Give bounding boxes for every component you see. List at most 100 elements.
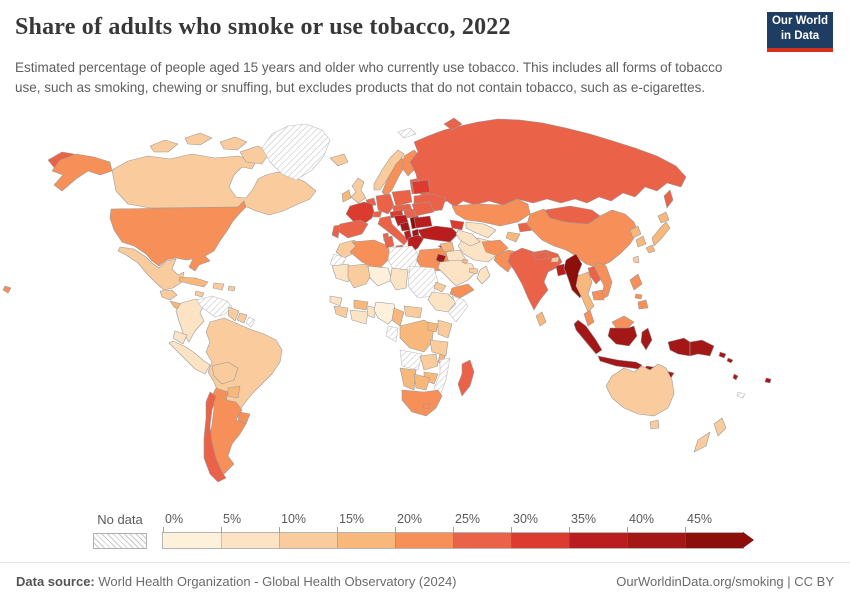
country-mexico[interactable] [117, 246, 185, 291]
country-usa-alaska[interactable] [51, 153, 113, 192]
country-chad[interactable] [389, 267, 409, 291]
country-iceland[interactable] [329, 153, 349, 167]
country-australia-tasmania[interactable] [649, 419, 660, 430]
country-chile[interactable] [203, 391, 227, 483]
country-united-kingdom[interactable] [350, 177, 367, 204]
country-indonesia-java[interactable] [597, 355, 643, 370]
country-indonesia-sulawesi[interactable] [640, 327, 653, 351]
legend-segment-30-35[interactable] [511, 533, 569, 548]
country-japan-kyushu[interactable] [645, 244, 656, 254]
country-burkina-faso[interactable] [353, 299, 369, 311]
country-afghanistan[interactable] [481, 239, 509, 257]
country-puerto-rico[interactable] [227, 285, 236, 292]
legend-segment-45+[interactable] [685, 533, 743, 548]
country-north-korea[interactable] [629, 225, 642, 239]
country-turkey[interactable] [417, 225, 459, 243]
country-tanzania[interactable] [429, 339, 449, 357]
legend-segment-35-40[interactable] [569, 533, 627, 548]
country-bhutan[interactable] [550, 256, 560, 263]
country-philippines-luzon[interactable] [629, 273, 643, 291]
country-solomon-islands[interactable] [718, 351, 727, 359]
country-dr-congo[interactable] [399, 319, 435, 353]
country-turkmenistan[interactable] [455, 229, 481, 247]
country-caucasus[interactable] [449, 219, 465, 231]
country-nepal[interactable] [531, 251, 551, 261]
country-new-zealand-north[interactable] [713, 417, 727, 437]
country-bolivia[interactable] [211, 361, 239, 385]
legend-segment-5-10[interactable] [221, 533, 279, 548]
country-papua-new-guinea[interactable] [689, 339, 715, 357]
country-tunisia[interactable] [383, 235, 395, 249]
country-switzerland[interactable] [372, 210, 383, 218]
country-svalbard[interactable] [397, 127, 417, 139]
country-senegal[interactable] [329, 295, 343, 307]
country-australia[interactable] [605, 363, 675, 417]
country-nigeria[interactable] [373, 301, 397, 325]
country-canada[interactable] [111, 153, 317, 216]
country-saudi-arabia[interactable] [437, 259, 477, 287]
country-car[interactable] [403, 305, 423, 319]
legend-segment-10-15[interactable] [279, 533, 337, 548]
legend-segment-0-5[interactable] [163, 533, 221, 548]
country-new-zealand-south[interactable] [693, 431, 711, 453]
country-new-caledonia[interactable] [736, 391, 746, 399]
country-spain[interactable] [335, 219, 369, 239]
country-peru[interactable] [168, 340, 211, 375]
country-jamaica[interactable] [194, 290, 205, 298]
country-indonesia-kalimantan[interactable] [607, 325, 638, 347]
country-qatar-uae[interactable] [468, 267, 479, 275]
country-malaysia-peninsula[interactable] [583, 309, 595, 327]
country-brazil[interactable] [205, 317, 283, 413]
country-bosnia[interactable] [399, 221, 411, 232]
country-germany[interactable] [375, 193, 395, 215]
country-canada-arctic2[interactable] [184, 132, 213, 146]
country-namibia[interactable] [399, 367, 417, 391]
country-greenland[interactable] [261, 123, 331, 181]
country-botswana[interactable] [413, 373, 431, 391]
country-japan-honshu[interactable] [651, 221, 671, 247]
country-madagascar[interactable] [457, 359, 475, 397]
country-fiji[interactable] [764, 377, 772, 384]
country-somalia[interactable] [447, 295, 469, 323]
country-taiwan[interactable] [632, 255, 640, 264]
country-tajikistan[interactable] [505, 231, 521, 243]
country-paraguay[interactable] [227, 385, 241, 399]
country-thailand[interactable] [575, 271, 595, 313]
country-canada-baffin[interactable] [239, 145, 271, 165]
country-niger[interactable] [367, 265, 393, 287]
country-solomon-islands2[interactable] [726, 357, 734, 364]
legend-segment-15-20[interactable] [337, 533, 395, 548]
country-cuba[interactable] [178, 276, 209, 288]
country-belarus[interactable] [411, 179, 431, 195]
country-bangladesh[interactable] [555, 263, 567, 277]
country-kenya[interactable] [437, 319, 453, 339]
country-russia[interactable] [409, 118, 687, 208]
country-guinea[interactable] [333, 305, 349, 319]
country-japan-hokkaido[interactable] [657, 211, 670, 224]
country-eritrea[interactable] [433, 281, 447, 293]
legend-no-data[interactable]: No data [93, 513, 147, 549]
country-south-africa[interactable] [401, 389, 443, 417]
country-uzbekistan[interactable] [465, 221, 497, 239]
country-poland[interactable] [391, 189, 413, 207]
country-romania[interactable] [411, 201, 435, 217]
country-uganda[interactable] [427, 321, 439, 333]
country-vanuatu[interactable] [732, 373, 739, 381]
country-angola[interactable] [399, 349, 423, 371]
owid-link[interactable]: OurWorldinData.org/smoking | CC BY [616, 574, 834, 589]
country-yemen[interactable] [449, 283, 475, 299]
country-sri-lanka[interactable] [535, 311, 547, 327]
country-philippines-visayas[interactable] [634, 293, 643, 300]
country-syria[interactable] [439, 241, 455, 253]
legend-segment-25-30[interactable] [453, 533, 511, 548]
country-venezuela[interactable] [196, 295, 233, 318]
country-portugal[interactable] [331, 224, 341, 239]
country-french-guiana[interactable] [245, 316, 256, 328]
country-kazakhstan[interactable] [451, 198, 531, 227]
country-bulgaria[interactable] [413, 215, 433, 229]
owid-logo[interactable]: Our World in Data [767, 12, 833, 52]
legend-segment-40-45[interactable] [627, 533, 685, 548]
country-suriname[interactable] [236, 312, 248, 324]
country-argentina[interactable] [209, 387, 247, 479]
country-ireland[interactable] [341, 189, 352, 203]
